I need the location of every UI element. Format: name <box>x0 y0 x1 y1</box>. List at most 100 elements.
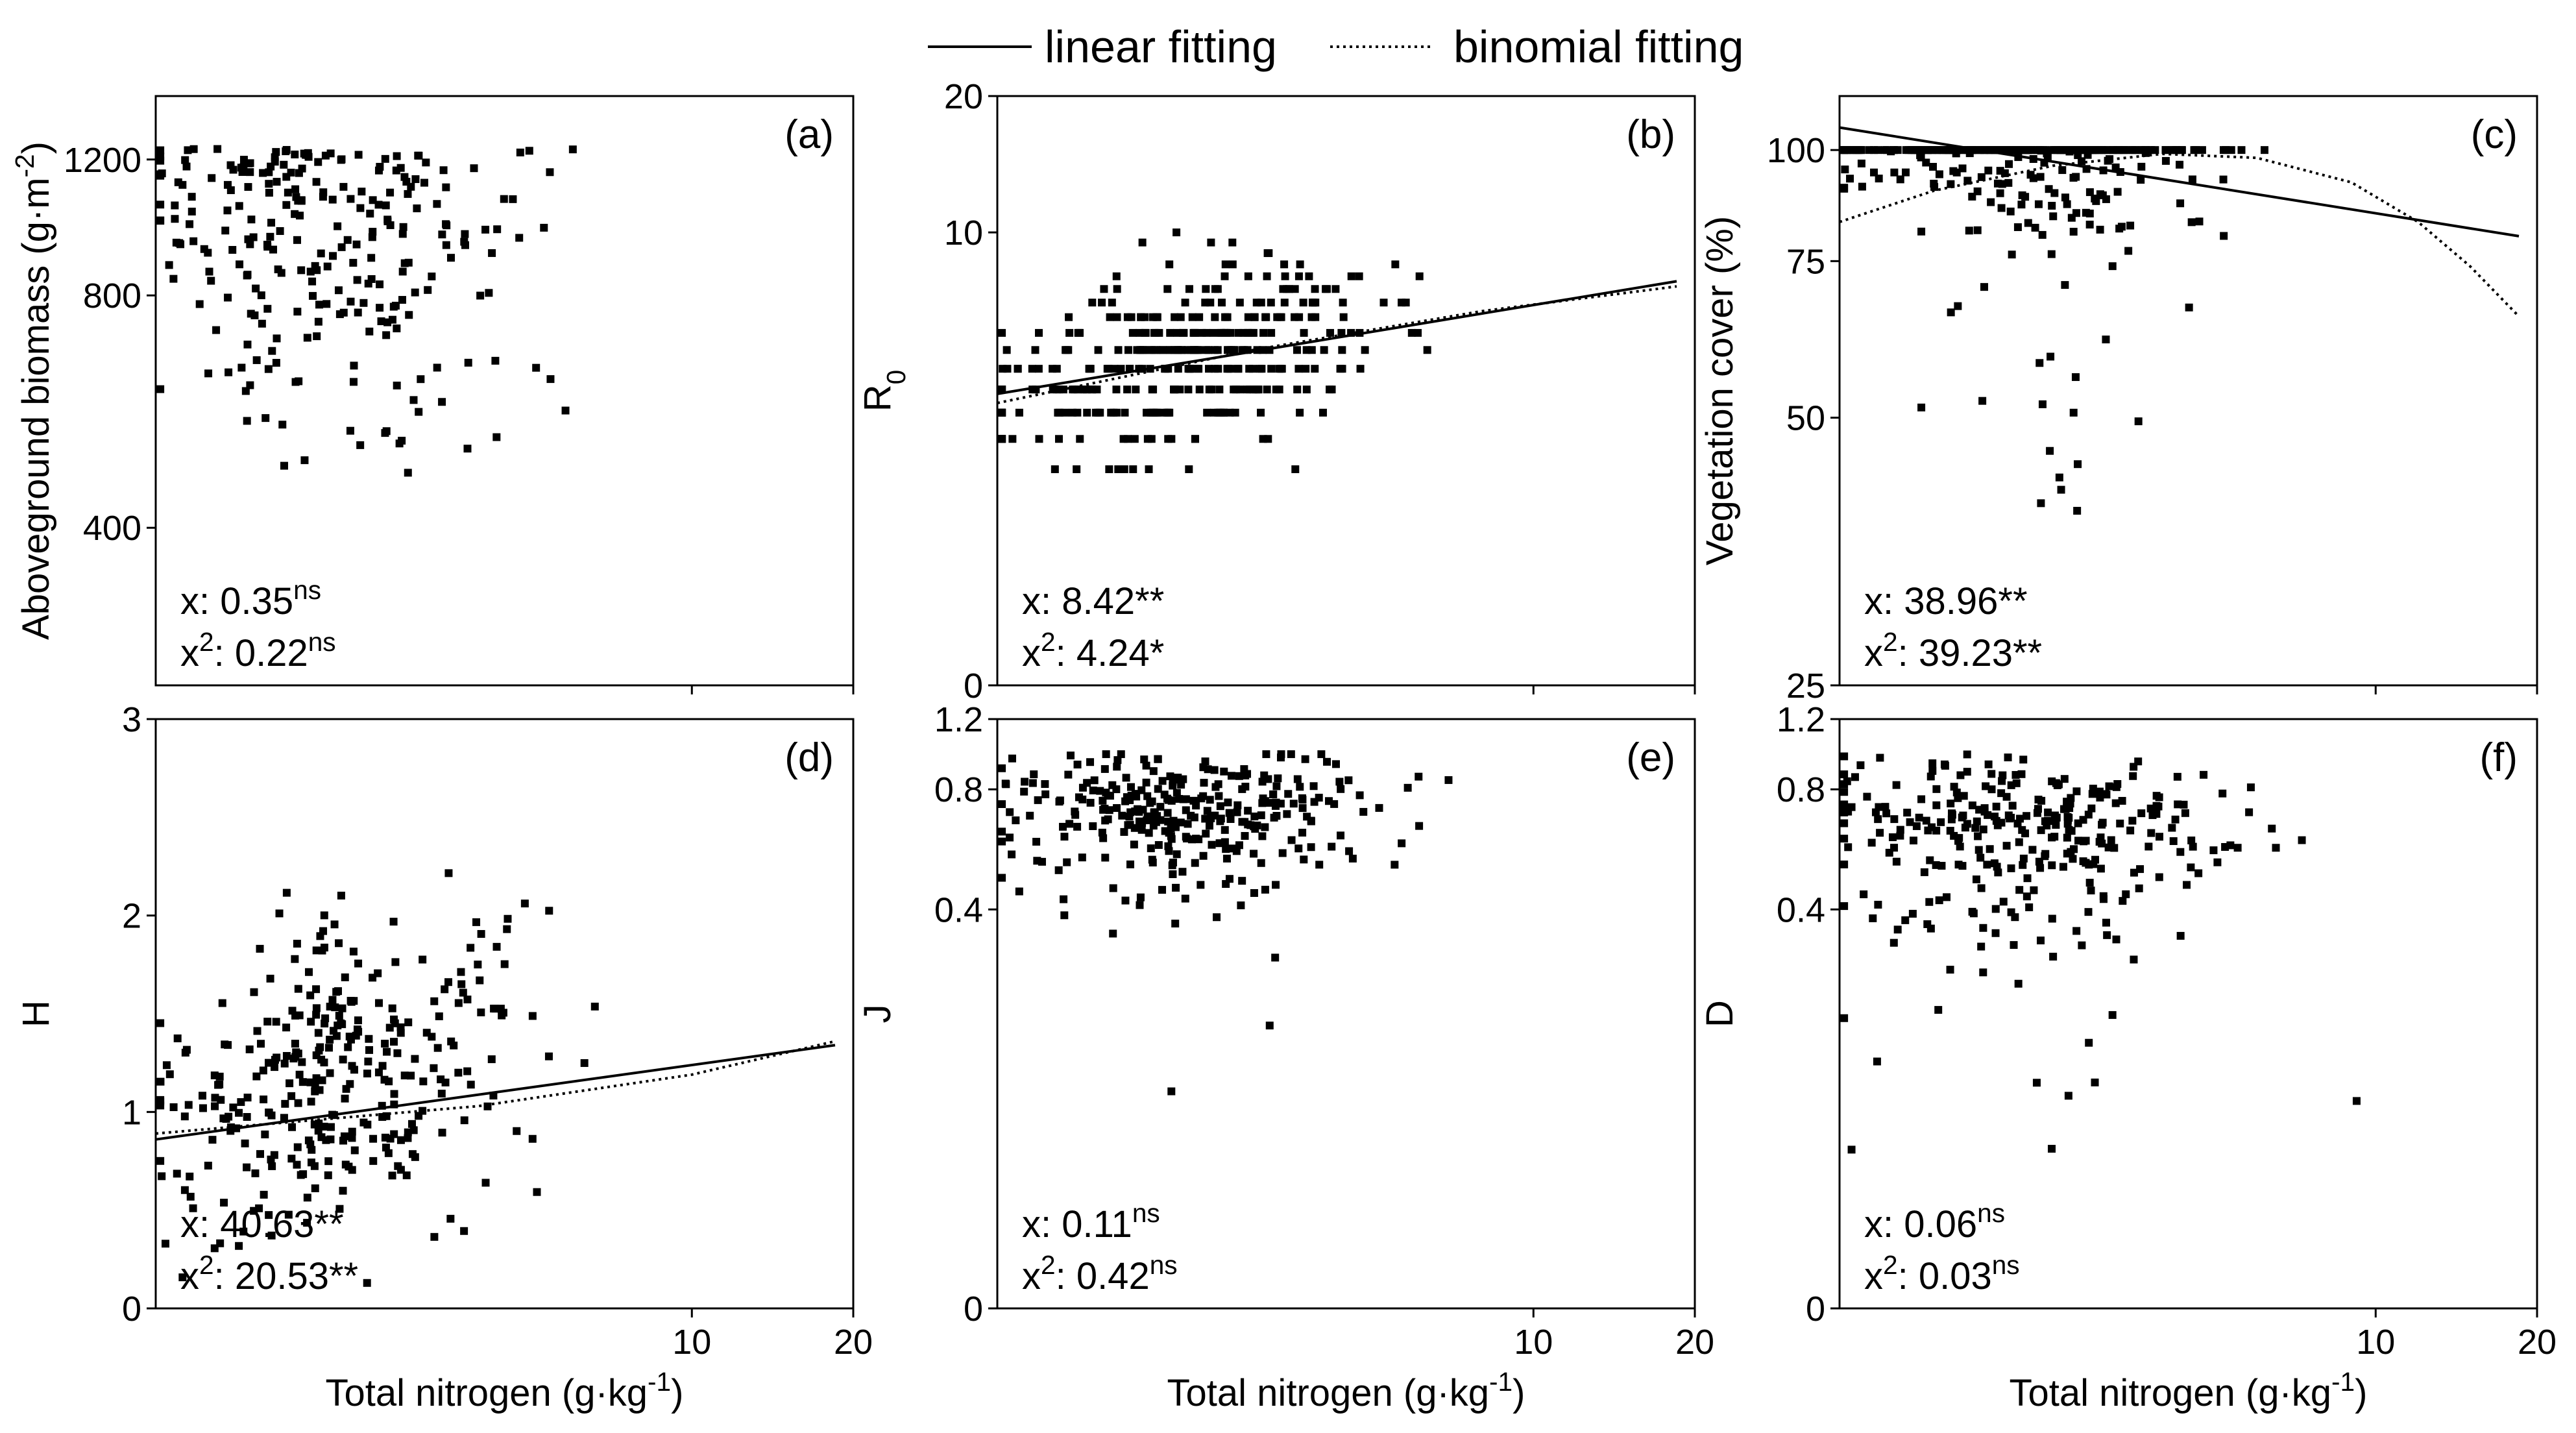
data-point <box>2008 802 2017 810</box>
data-point <box>398 267 407 276</box>
data-point <box>2023 812 2031 820</box>
data-point <box>1932 826 1941 835</box>
data-point <box>2245 808 2254 816</box>
data-point <box>1178 868 1187 876</box>
data-point <box>1935 170 1943 178</box>
data-point <box>173 1034 182 1042</box>
data-point <box>241 387 250 395</box>
data-point <box>272 1018 280 1026</box>
data-point <box>307 1158 315 1167</box>
data-point <box>1137 786 1146 794</box>
data-point <box>239 156 248 164</box>
data-point <box>568 145 577 154</box>
data-point <box>1217 814 1225 823</box>
data-point <box>1302 386 1311 394</box>
data-point <box>1248 365 1257 373</box>
data-point <box>1113 804 1121 813</box>
data-point <box>273 334 281 343</box>
data-point <box>1315 861 1324 869</box>
data-point <box>1123 313 1132 321</box>
data-point <box>2036 864 2045 872</box>
data-point <box>1896 175 1904 184</box>
data-point <box>1391 260 1400 269</box>
data-point <box>318 1076 326 1084</box>
data-point <box>1233 808 1241 816</box>
data-point <box>156 1019 165 1027</box>
data-point <box>2095 838 2104 846</box>
data-point <box>1059 386 1067 394</box>
data-point <box>267 162 275 171</box>
data-point <box>1274 774 1282 783</box>
data-point <box>1840 860 1849 868</box>
data-point <box>1301 755 1309 763</box>
data-point <box>2102 790 2111 799</box>
data-point <box>1265 799 1274 807</box>
data-point <box>200 245 208 253</box>
data-point <box>346 996 355 1005</box>
data-point <box>1109 929 1117 938</box>
data-point <box>546 168 554 177</box>
data-point <box>340 1132 348 1140</box>
data-point <box>1233 801 1242 809</box>
data-point <box>1275 365 1283 373</box>
data-point <box>1172 883 1180 892</box>
data-point <box>1330 800 1339 808</box>
data-point <box>2116 819 2124 827</box>
data-point <box>282 145 291 154</box>
data-point <box>1075 328 1084 337</box>
data-point <box>1305 272 1313 280</box>
data-point <box>2067 214 2076 222</box>
data-point <box>188 193 196 201</box>
data-point <box>312 1004 321 1012</box>
data-point <box>1331 760 1340 768</box>
data-point <box>2189 842 2197 851</box>
data-point <box>2011 771 2020 779</box>
data-point <box>2154 802 2163 811</box>
data-point <box>1015 887 1023 896</box>
data-point <box>1150 808 1158 816</box>
data-point <box>1173 850 1181 859</box>
data-point <box>2004 811 2013 820</box>
data-point <box>265 1211 273 1219</box>
data-point <box>487 1055 496 1064</box>
data-point <box>1283 285 1291 293</box>
data-point <box>2023 874 2032 883</box>
data-point <box>2118 796 2126 805</box>
panel-label: (e) <box>1626 735 1675 780</box>
data-point <box>256 944 264 953</box>
data-point <box>1997 818 2006 827</box>
data-point <box>2180 800 2188 809</box>
data-point <box>303 334 311 342</box>
data-point <box>356 441 365 449</box>
data-point <box>1982 782 1990 790</box>
data-point <box>1860 890 1868 899</box>
data-point <box>1298 828 1307 837</box>
data-point <box>1202 285 1210 293</box>
y-tick-label: 100 <box>1767 131 1825 170</box>
legend-binomial-label: binomial fitting <box>1453 21 1744 72</box>
y-tick-label: 2 <box>122 897 141 936</box>
data-point <box>1339 299 1347 307</box>
data-point <box>250 311 259 319</box>
data-point <box>156 1077 165 1086</box>
data-point <box>348 1127 356 1136</box>
data-point <box>998 800 1006 809</box>
data-point <box>269 245 278 254</box>
data-point <box>270 1151 278 1159</box>
data-point <box>2048 914 2056 923</box>
data-point <box>1344 776 1353 785</box>
data-point <box>319 927 328 935</box>
data-point <box>1073 822 1082 831</box>
data-point <box>1065 820 1074 828</box>
data-point <box>1014 365 1022 373</box>
data-point <box>1169 870 1177 878</box>
data-point <box>400 1072 409 1080</box>
data-point <box>408 1120 417 1128</box>
data-point <box>454 1068 463 1077</box>
data-point <box>172 238 180 247</box>
data-point <box>208 1136 217 1144</box>
data-point <box>1195 365 1203 373</box>
data-point <box>2041 850 2050 858</box>
data-point <box>476 976 484 985</box>
data-point <box>273 1053 281 1062</box>
